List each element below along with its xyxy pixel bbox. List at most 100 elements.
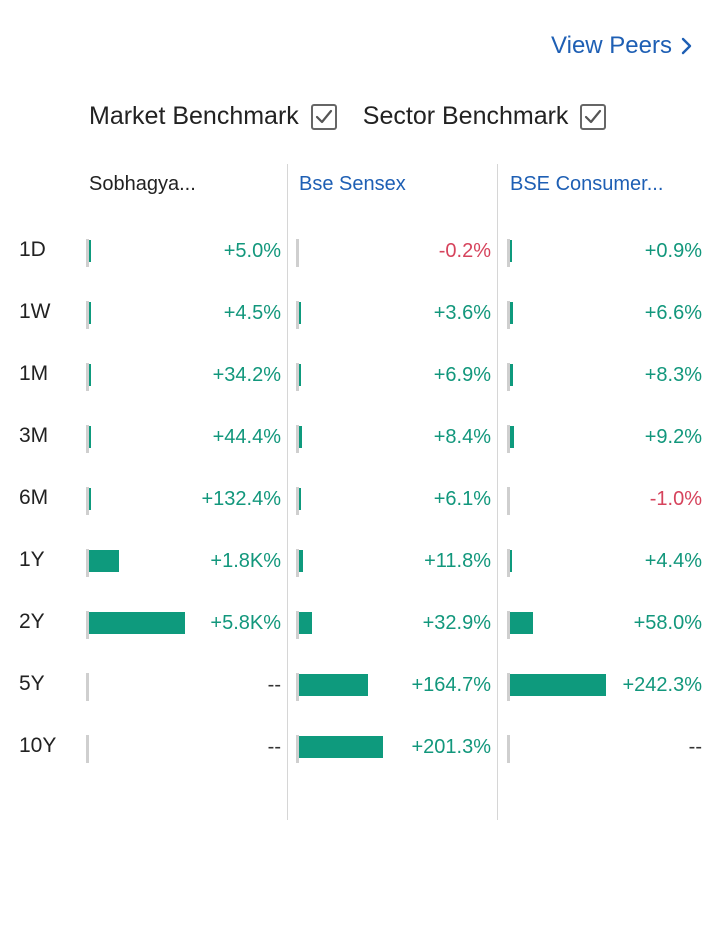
return-bar [299,736,383,758]
return-bar [299,674,368,696]
return-cell: +242.3% [507,673,702,701]
bar-baseline [296,239,299,267]
return-bar [89,302,91,324]
return-bar [89,550,119,572]
return-cell: -- [86,735,281,763]
return-cell: +6.1% [296,487,491,515]
return-value: +3.6% [433,302,491,324]
return-cell: +44.4% [86,425,281,453]
bar-baseline [507,425,510,453]
bar-baseline [296,549,299,577]
return-value: -- [267,674,281,696]
return-bar [510,302,513,324]
sector-benchmark-label: Sector Benchmark [362,102,569,130]
sector-benchmark-checkbox[interactable] [580,103,607,130]
view-peers-label: View Peers [551,32,672,59]
bar-baseline [296,673,299,701]
return-value: -1.0% [649,488,702,510]
bar-baseline [507,549,510,577]
return-bar [299,426,302,448]
return-value: +4.4% [644,550,702,572]
return-value: +11.8% [424,550,491,572]
return-cell: -0.2% [296,239,491,267]
period-label: 2Y [19,610,45,633]
return-bar [510,240,512,262]
view-peers-link[interactable]: View Peers [551,32,694,60]
return-cell: -- [507,735,702,763]
return-value: +32.9% [422,612,491,634]
return-bar [299,364,301,386]
return-bar [299,550,303,572]
return-value: +201.3% [411,736,491,758]
period-label: 5Y [19,672,45,695]
return-cell: -1.0% [507,487,702,515]
return-value: +5.0% [223,240,281,262]
return-bar [299,302,301,324]
return-cell: +58.0% [507,611,702,639]
period-label: 1D [19,238,46,261]
bar-baseline [296,487,299,515]
return-cell: +9.2% [507,425,702,453]
return-cell: +0.9% [507,239,702,267]
bar-baseline [86,425,89,453]
bar-baseline [507,363,510,391]
return-value: +164.7% [411,674,491,696]
return-cell: +6.6% [507,301,702,329]
bar-baseline [86,611,89,639]
return-cell: -- [86,673,281,701]
bar-baseline [296,425,299,453]
column-header-bse-sensex[interactable]: Bse Sensex [299,173,406,195]
chevron-right-icon [681,37,692,55]
return-value: +6.9% [433,364,491,386]
bar-baseline [507,673,510,701]
return-cell: +5.0% [86,239,281,267]
market-benchmark-label: Market Benchmark [89,102,299,130]
bar-baseline [507,735,510,763]
return-cell: +11.8% [296,549,491,577]
bar-baseline [86,487,89,515]
return-cell: +6.9% [296,363,491,391]
return-bar [89,488,91,510]
return-value: +9.2% [644,426,702,448]
return-value: +8.4% [433,426,491,448]
return-value: +6.1% [433,488,491,510]
return-bar [89,426,91,448]
return-bar [510,426,514,448]
return-cell: +8.4% [296,425,491,453]
market-benchmark-checkbox[interactable] [310,103,337,130]
return-cell: +5.8K% [86,611,281,639]
bar-baseline [86,673,89,701]
return-value: +0.9% [644,240,702,262]
return-value: +44.4% [212,426,281,448]
checkmark-icon [315,109,332,123]
bar-baseline [86,549,89,577]
return-cell: +164.7% [296,673,491,701]
return-value: +5.8K% [210,612,281,634]
return-value: +1.8K% [210,550,281,572]
return-bar [510,364,513,386]
return-value: +8.3% [644,364,702,386]
return-cell: +4.5% [86,301,281,329]
return-cell: +34.2% [86,363,281,391]
market-benchmark-toggle[interactable]: Market Benchmark [89,102,337,131]
bar-baseline [296,301,299,329]
return-cell: +3.6% [296,301,491,329]
return-value: -0.2% [438,240,491,262]
sector-benchmark-toggle[interactable]: Sector Benchmark [363,102,607,131]
return-bar [89,364,91,386]
checkmark-icon [585,109,602,123]
return-value: +132.4% [201,488,281,510]
period-label: 1Y [19,548,45,571]
bar-baseline [86,735,89,763]
period-label: 10Y [19,734,57,757]
bar-baseline [507,301,510,329]
return-bar [299,488,301,510]
return-cell: +8.3% [507,363,702,391]
bar-baseline [86,239,89,267]
return-bar [510,674,606,696]
bar-baseline [296,611,299,639]
column-header-bse-consumer[interactable]: BSE Consumer... [510,173,664,195]
column-header-stock: Sobhagya... [89,173,196,195]
bar-baseline [507,611,510,639]
return-value: -- [267,736,281,758]
